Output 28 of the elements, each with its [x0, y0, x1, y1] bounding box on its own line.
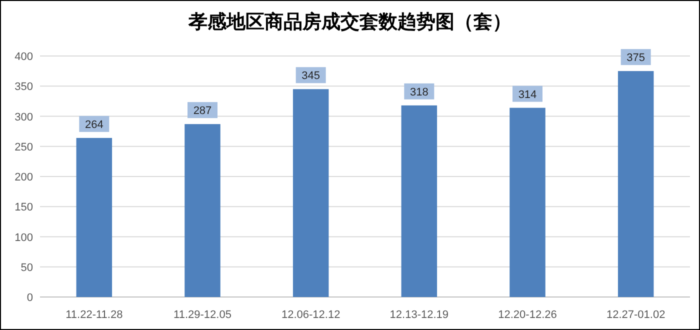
y-tick-label: 150	[14, 202, 33, 214]
x-tick-label: 12.20-12.26	[498, 309, 557, 321]
y-tick-label: 250	[14, 141, 33, 154]
x-tick-label: 11.29-12.05	[174, 309, 232, 321]
data-label: 314	[518, 88, 537, 101]
y-tick-label: 50	[20, 262, 33, 274]
data-label: 287	[193, 105, 212, 118]
x-tick-label: 11.22-11.28	[66, 309, 123, 321]
y-tick-label: 300	[14, 111, 33, 124]
data-label: 264	[84, 118, 104, 131]
x-tick-label: 12.06-12.12	[281, 309, 340, 321]
y-tick-label: 200	[14, 172, 33, 184]
x-tick-label: 12.27-01.02	[606, 309, 666, 321]
data-label: 375	[626, 52, 646, 64]
bar	[184, 124, 220, 297]
bar	[618, 71, 654, 297]
bar	[76, 138, 112, 297]
y-tick-label: 350	[14, 81, 33, 94]
bar	[292, 89, 329, 297]
y-tick-label: 0	[26, 292, 33, 304]
x-tick-label: 12.13-12.19	[390, 309, 449, 321]
chart-title: 孝感地区商品房成交套数趋势图（套）	[188, 11, 512, 33]
y-tick-label: 100	[14, 232, 33, 244]
bar	[510, 108, 546, 297]
data-label: 318	[410, 86, 428, 98]
bar	[401, 105, 438, 297]
data-label: 345	[302, 70, 320, 82]
y-tick-label: 400	[14, 51, 33, 63]
